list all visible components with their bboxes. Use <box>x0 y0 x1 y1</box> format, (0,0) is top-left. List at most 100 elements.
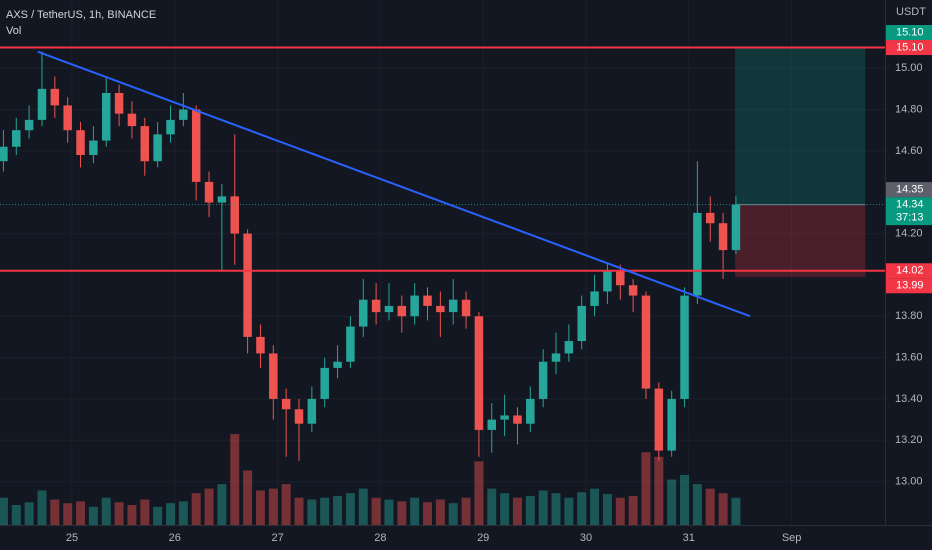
volume-bar <box>680 475 690 525</box>
y-tick-label: 13.60 <box>895 351 923 363</box>
candle-body <box>603 270 612 292</box>
price-label-bg <box>886 182 932 198</box>
volume-bar <box>333 495 343 525</box>
candle-body <box>628 285 638 296</box>
candle-body <box>705 212 715 224</box>
volume-bar <box>101 497 111 525</box>
candle-body <box>294 409 304 424</box>
volume-bar <box>615 497 625 525</box>
candle-body <box>101 93 111 141</box>
volume-label: Vol <box>6 25 21 37</box>
x-tick-label: 26 <box>169 532 181 544</box>
profit-zone <box>735 47 866 205</box>
candle-body <box>410 295 419 317</box>
candle-body <box>243 233 252 337</box>
price-label-bg <box>886 25 932 41</box>
loss-zone <box>735 204 866 277</box>
trendline <box>37 50 751 318</box>
candle-body <box>179 109 188 120</box>
volume-bar <box>127 505 137 525</box>
volume-bar <box>602 494 612 525</box>
candle-body <box>76 130 85 156</box>
y-tick-label: 14.80 <box>895 103 923 115</box>
volume-bar <box>435 499 445 525</box>
price-label: 15.10 <box>896 41 924 53</box>
candle-body <box>230 196 239 234</box>
candle-body <box>269 353 278 399</box>
candle-body <box>89 140 98 156</box>
volume-bar <box>230 434 240 525</box>
volume-bar <box>512 497 522 525</box>
volume-bar <box>320 497 330 525</box>
candle-body <box>140 126 150 162</box>
candle-body <box>448 299 458 313</box>
y-tick-label: 13.80 <box>895 310 923 322</box>
countdown-label: 37:13 <box>896 212 924 224</box>
candle-body <box>281 398 291 410</box>
candle-body <box>474 316 484 430</box>
y-tick-label: 14.60 <box>895 145 923 157</box>
price-label: 14.34 <box>896 199 924 211</box>
volume-bar <box>11 505 21 525</box>
candle-body <box>564 341 574 354</box>
volume-bar <box>0 497 8 525</box>
x-tick-label: 28 <box>374 532 386 544</box>
y-tick-label: 15.00 <box>895 62 923 74</box>
candle-body <box>667 398 676 451</box>
y-axis-label: USDT <box>896 6 926 18</box>
volume-bar <box>243 470 253 525</box>
candle-body <box>37 88 47 120</box>
candle-body <box>256 336 265 354</box>
price-label-bg <box>886 278 932 294</box>
candle-body <box>577 305 586 342</box>
volume-bar <box>88 506 98 525</box>
candle-body <box>0 146 8 162</box>
volume-bar <box>500 493 510 525</box>
volume-bar <box>50 499 60 525</box>
volume-bar <box>268 488 278 525</box>
candle-body <box>191 109 201 182</box>
y-tick-label: 13.40 <box>895 393 923 405</box>
price-label-bg <box>886 40 932 56</box>
volume-bar <box>474 461 484 525</box>
candle-body <box>320 367 329 399</box>
candle-body <box>487 419 497 430</box>
volume-bar <box>423 502 433 525</box>
volume-bar <box>410 497 420 525</box>
candle-body <box>538 361 548 399</box>
candle-body <box>307 398 317 424</box>
volume-bar <box>692 484 702 525</box>
candle-body <box>204 181 214 203</box>
volume-bar <box>397 501 407 525</box>
volume-bar <box>114 502 124 525</box>
volume-bar <box>24 502 34 525</box>
volume-bar <box>345 493 355 525</box>
volume-bar <box>37 490 47 525</box>
candle-body <box>166 119 175 135</box>
volume-bar <box>551 493 561 525</box>
volume-bar <box>140 499 150 525</box>
candle-body <box>654 388 664 451</box>
candle-body <box>641 295 651 389</box>
x-tick-label: Sep <box>782 532 802 544</box>
volume-bar <box>191 493 201 525</box>
volume-bar <box>654 456 664 525</box>
volume-bar <box>628 495 638 525</box>
volume-bar <box>590 488 600 525</box>
candle-body <box>461 299 471 317</box>
candle-body <box>217 196 227 203</box>
candle-body <box>114 93 124 114</box>
price-label: 14.02 <box>896 265 924 277</box>
volume-bar <box>358 488 368 525</box>
candle-body <box>384 305 394 313</box>
x-tick-label: 30 <box>580 532 592 544</box>
price-label: 15.10 <box>896 26 924 38</box>
candle-body <box>590 291 599 306</box>
candle-body <box>63 105 72 131</box>
price-label-bg <box>886 197 932 226</box>
volume-bar <box>564 497 574 525</box>
volume-bar <box>165 503 175 525</box>
candle-body <box>526 398 535 424</box>
